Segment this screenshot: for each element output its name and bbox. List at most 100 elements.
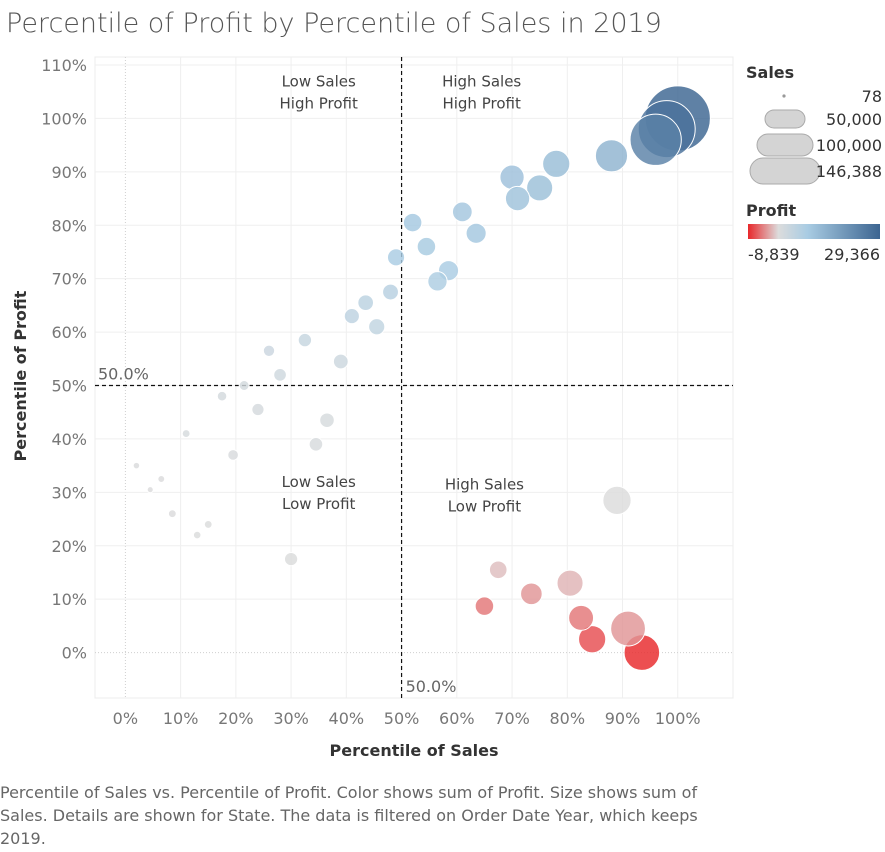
profit-legend-max: 29,366 xyxy=(824,245,880,264)
reference-lines: 50.0% 50.0% xyxy=(95,57,733,698)
data-point[interactable] xyxy=(465,222,487,244)
sales-legend-title: Sales xyxy=(746,63,794,82)
x-tick-label: 30% xyxy=(273,709,309,728)
data-point[interactable] xyxy=(203,519,213,529)
y-tick-label: 20% xyxy=(51,537,87,556)
data-point[interactable] xyxy=(167,509,177,519)
data-point[interactable] xyxy=(192,530,202,540)
data-point[interactable] xyxy=(556,569,584,597)
y-tick-label: 40% xyxy=(51,430,87,449)
data-point[interactable] xyxy=(488,560,508,580)
axis-layer: 0% 10% 20% 30% 40% 50% 60% 70% 80% 90% 100% 0% 10% 20… xyxy=(41,56,700,728)
sales-legend-swatch-146388 xyxy=(749,157,821,185)
quadrant-label: High Profit xyxy=(442,94,520,112)
plot-area xyxy=(94,56,734,699)
sales-legend-label-146388: 146,388 xyxy=(816,162,882,181)
y-tick-label: 60% xyxy=(51,323,87,342)
x-tick-label: 70% xyxy=(494,709,530,728)
x-axis-title: Percentile of Sales xyxy=(330,741,499,760)
data-point[interactable] xyxy=(238,380,250,391)
profit-legend-min: -8,839 xyxy=(748,245,800,264)
data-point[interactable] xyxy=(386,248,406,267)
x-tick-label: 60% xyxy=(439,709,475,728)
y-tick-label: 110% xyxy=(41,56,87,75)
quadrant-label: High Sales xyxy=(442,72,521,90)
quadrant-labels: Low Sales High Profit High Sales High Profi… xyxy=(280,72,525,515)
quadrant-label: Low Sales xyxy=(282,72,356,90)
x-tick-label: 0% xyxy=(113,709,138,728)
y-reference-label: 50.0% xyxy=(98,365,149,384)
data-point[interactable] xyxy=(132,461,141,470)
sales-legend-swatch-50000 xyxy=(764,109,806,129)
data-point[interactable] xyxy=(526,174,554,202)
y-tick-label: 10% xyxy=(51,590,87,609)
x-tick-label: 20% xyxy=(218,709,254,728)
data-point[interactable] xyxy=(451,201,473,223)
quadrant-label: High Sales xyxy=(445,476,524,494)
data-point[interactable] xyxy=(273,367,287,382)
y-tick-label: 30% xyxy=(51,483,87,502)
data-point[interactable] xyxy=(297,332,313,348)
data-point[interactable] xyxy=(357,294,375,312)
data-point[interactable] xyxy=(578,625,607,654)
data-point[interactable] xyxy=(382,283,399,301)
data-point[interactable] xyxy=(181,429,191,439)
sales-legend: Sales 78 50,000 100,000 146,388 xyxy=(746,63,882,185)
data-point[interactable] xyxy=(227,449,239,461)
y-tick-label: 80% xyxy=(51,216,87,235)
data-point[interactable] xyxy=(368,318,386,336)
data-point[interactable] xyxy=(474,596,495,616)
sales-legend-label-100000: 100,000 xyxy=(816,136,882,155)
data-point[interactable] xyxy=(402,212,423,233)
y-tick-label: 0% xyxy=(62,644,87,663)
x-reference-label: 50.0% xyxy=(406,677,457,696)
data-point[interactable] xyxy=(629,113,682,166)
profit-legend-gradient xyxy=(748,224,880,239)
data-point[interactable] xyxy=(146,486,154,494)
x-tick-label: 40% xyxy=(329,709,365,728)
data-point[interactable] xyxy=(542,149,571,178)
data-point[interactable] xyxy=(251,402,265,417)
data-point[interactable] xyxy=(343,308,360,325)
quadrant-label: Low Sales xyxy=(282,473,356,491)
x-tick-label: 90% xyxy=(605,709,641,728)
sales-legend-swatch-78 xyxy=(782,94,786,98)
data-point[interactable] xyxy=(427,271,448,292)
sales-legend-label-78: 78 xyxy=(862,87,882,106)
data-point[interactable] xyxy=(308,436,324,452)
quadrant-label: High Profit xyxy=(280,94,358,112)
data-point[interactable] xyxy=(332,353,349,370)
y-tick-label: 100% xyxy=(41,109,87,128)
quadrant-label: Low Profit xyxy=(448,498,522,516)
quadrant-label: Low Profit xyxy=(282,495,356,513)
data-point[interactable] xyxy=(216,390,228,402)
x-tick-label: 80% xyxy=(550,709,586,728)
sales-legend-label-50000: 50,000 xyxy=(826,110,882,129)
profit-legend: Profit -8,839 29,366 xyxy=(746,201,880,264)
chart-caption: Percentile of Sales vs. Percentile of Pr… xyxy=(0,783,698,848)
y-tick-label: 70% xyxy=(51,270,87,289)
data-point[interactable] xyxy=(416,236,437,257)
sales-legend-swatch-100000 xyxy=(756,133,814,157)
data-point[interactable] xyxy=(499,164,525,190)
x-tick-label: 100% xyxy=(655,709,701,728)
data-point[interactable] xyxy=(157,475,166,483)
data-point[interactable] xyxy=(594,139,629,173)
data-point[interactable] xyxy=(319,412,335,429)
data-point[interactable] xyxy=(262,344,276,357)
data-point[interactable] xyxy=(568,604,595,631)
scatter-chart: 0% 10% 20% 30% 40% 50% 60% 70% 80% 90% 100% 0% 10% 20… xyxy=(11,56,882,760)
data-point[interactable] xyxy=(610,610,646,647)
y-axis-title: Percentile of Profit xyxy=(11,290,30,461)
profit-legend-title: Profit xyxy=(746,201,796,220)
y-tick-label: 90% xyxy=(51,163,87,182)
x-tick-label: 50% xyxy=(384,709,420,728)
page-title: Percentile of Profit by Percentile of Sa… xyxy=(6,8,662,39)
data-point[interactable] xyxy=(602,485,632,515)
data-point[interactable] xyxy=(504,185,531,212)
data-point[interactable] xyxy=(520,582,543,606)
data-points xyxy=(132,85,711,671)
y-tick-label: 50% xyxy=(51,377,87,396)
x-tick-label: 10% xyxy=(163,709,199,728)
data-point[interactable] xyxy=(283,552,299,567)
